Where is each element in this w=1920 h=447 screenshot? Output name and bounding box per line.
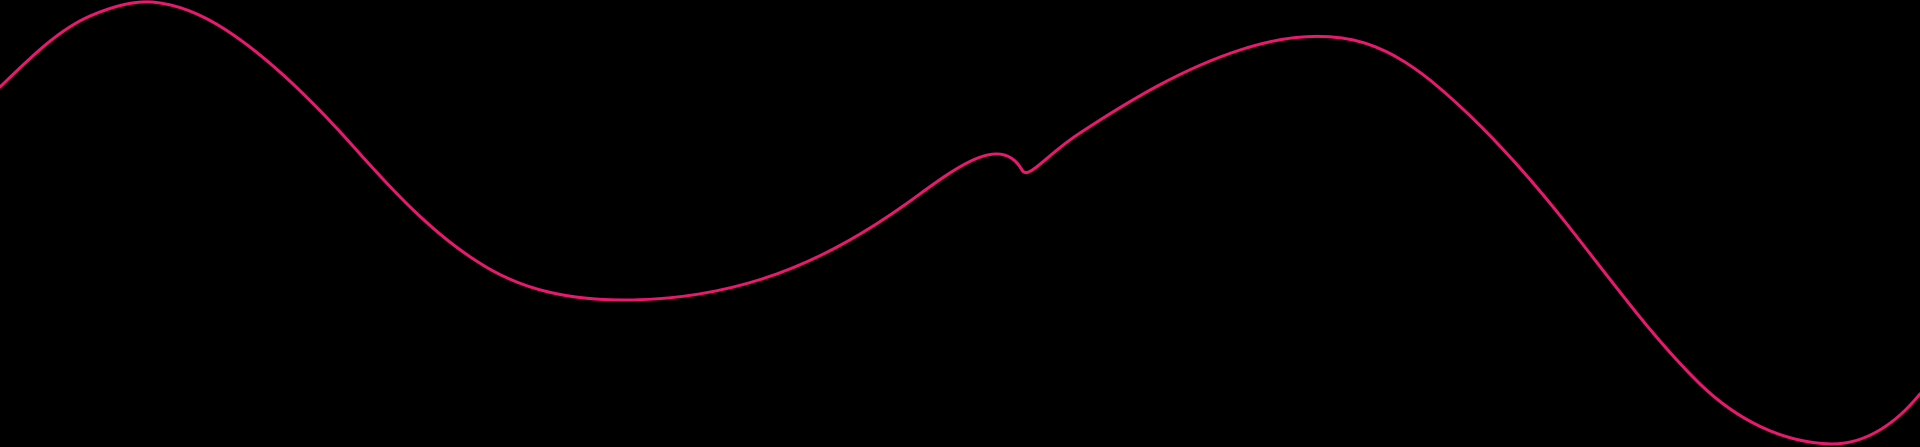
waveform-canvas bbox=[0, 0, 1920, 447]
waveform-curve bbox=[0, 0, 1920, 446]
waveform-graphic bbox=[0, 0, 1920, 447]
canvas-background bbox=[0, 0, 1920, 447]
